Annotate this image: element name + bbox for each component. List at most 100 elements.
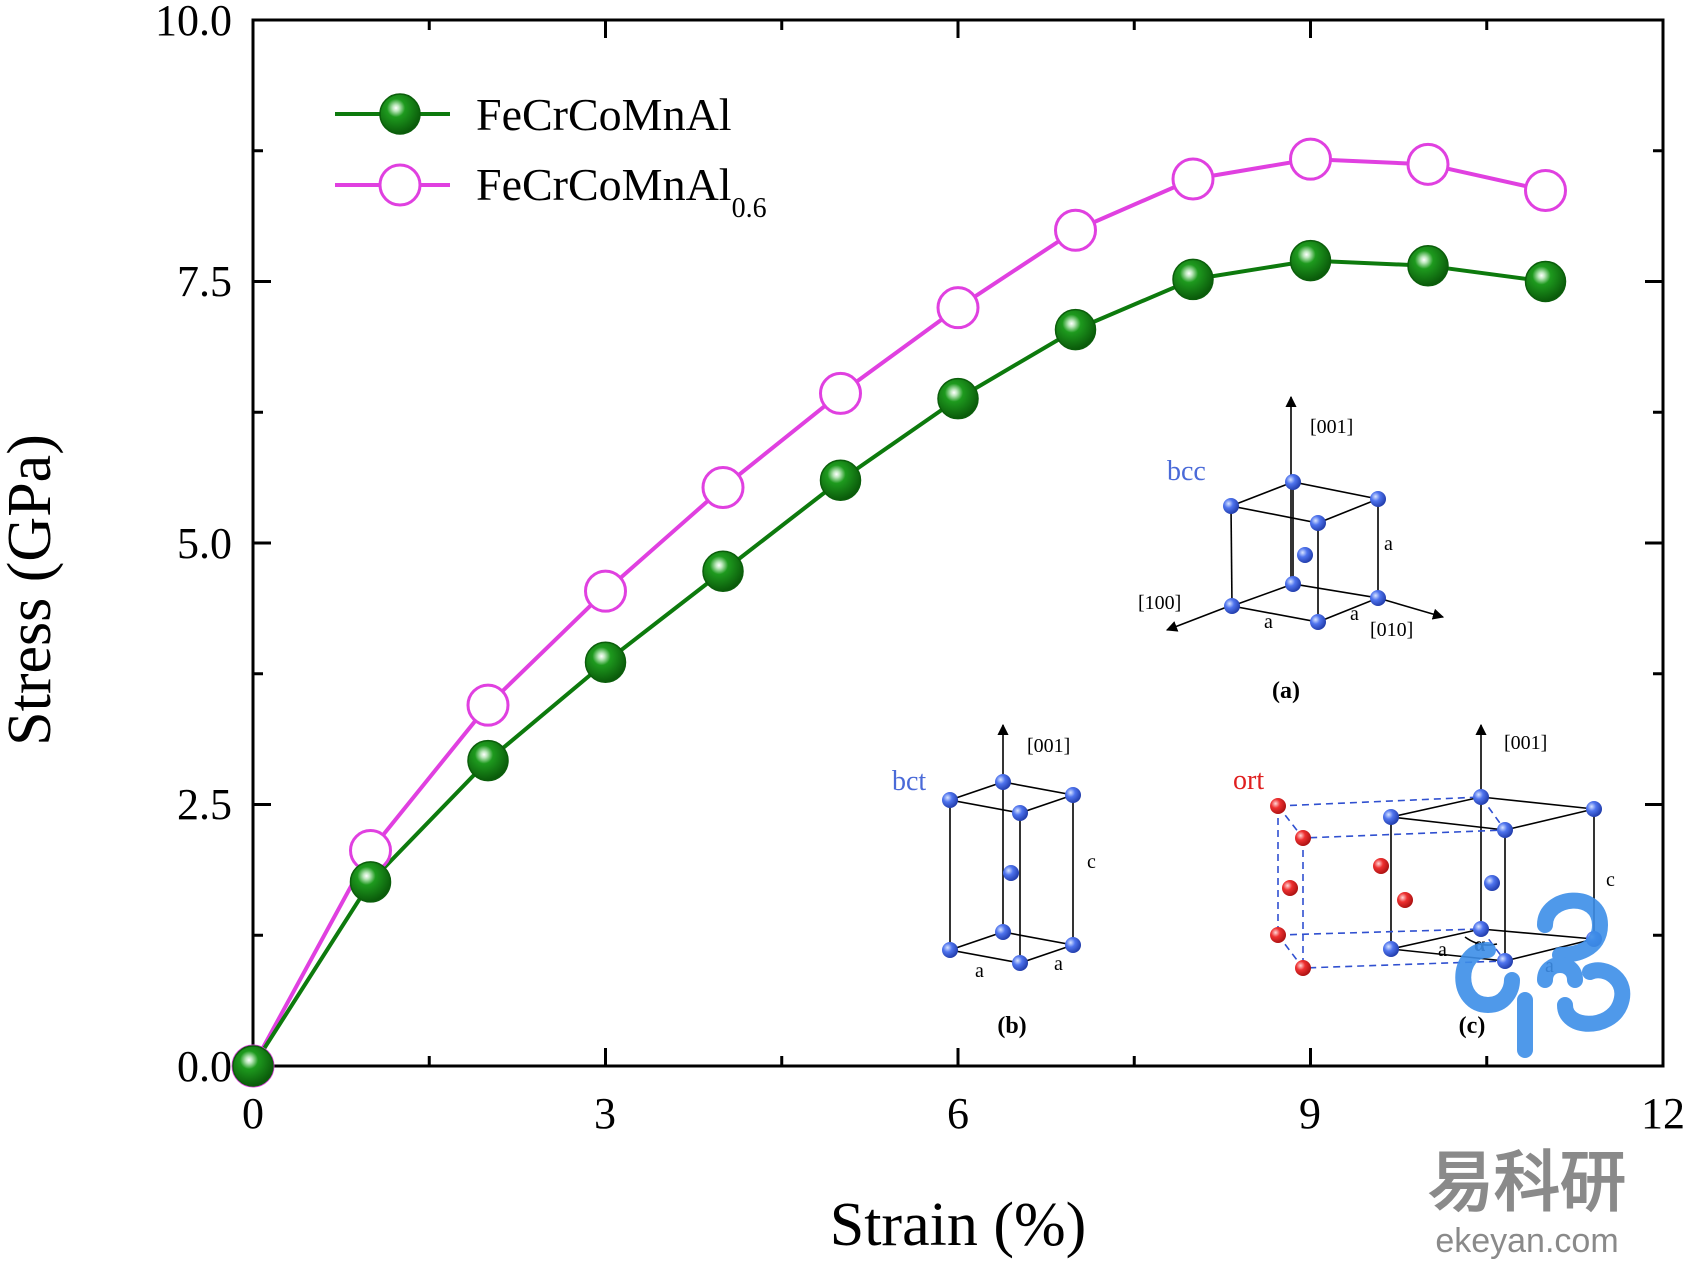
data-point-s1-8 <box>1171 157 1215 201</box>
data-point-s0-2 <box>467 739 509 782</box>
bcc-atom <box>1370 491 1386 507</box>
data-point-s0-3 <box>584 641 627 683</box>
x-tick-label-1: 3 <box>594 1089 616 1138</box>
data-point-s0-0 <box>232 1045 274 1087</box>
x-tick-label-3: 9 <box>1299 1089 1321 1138</box>
bcc-atom-center <box>1297 547 1313 563</box>
y-tick-label-3: 7.5 <box>177 257 232 306</box>
bct-edge-a-label: a <box>1054 953 1063 975</box>
x-tick-label-2: 6 <box>947 1089 969 1138</box>
bcc-axis-x <box>1165 604 1233 632</box>
data-point-s1-10 <box>1406 142 1450 186</box>
bcc-cell-top <box>1228 481 1381 524</box>
data-point-s0-9 <box>1289 239 1332 282</box>
ort-atom-red <box>1397 892 1413 908</box>
bcc-atom <box>1370 590 1386 606</box>
bcc-edge-a-label: a <box>1384 533 1393 555</box>
bct-atom <box>1065 937 1081 953</box>
data-point-s1-4 <box>701 466 745 510</box>
ort-axis-z-label: [001] <box>1504 732 1547 754</box>
data-point-s1-6 <box>936 286 980 330</box>
ort-atom-blue <box>1497 953 1513 969</box>
data-point-s0-6 <box>937 377 979 420</box>
x-tick-label-0: 0 <box>242 1089 264 1138</box>
y-tick-label-2: 5.0 <box>177 519 232 568</box>
ort-atom-blue <box>1383 809 1399 825</box>
y-tick-label-4: 10.0 <box>155 0 232 45</box>
bcc-atoms <box>1223 474 1386 630</box>
bct-caption: (b) <box>997 1013 1026 1039</box>
bct-atom <box>942 942 958 958</box>
bcc-axis-y <box>1377 597 1445 620</box>
data-point-s0-4 <box>702 550 744 592</box>
legend-label-1-main: FeCrCoMnAl <box>476 159 732 210</box>
ort-atom-red <box>1295 960 1311 976</box>
data-point-s0-1 <box>349 861 392 903</box>
ort-atom-blue <box>1484 875 1500 891</box>
x-axis-label: Strain (%) <box>830 1191 1087 1259</box>
y-tick-label-0: 0.0 <box>177 1042 232 1091</box>
data-point-s0-5 <box>819 459 862 501</box>
bcc-edge-a-label: a <box>1264 611 1273 633</box>
watermark-brand-cn: 易科研 <box>1428 1145 1626 1219</box>
watermark-url: ekeyan.com <box>1435 1222 1618 1260</box>
plot-frame <box>251 18 1665 1068</box>
data-point-s0-10 <box>1407 245 1449 287</box>
bcc-atom <box>1310 614 1326 630</box>
data-point-s0-11 <box>1524 260 1567 303</box>
legend-entry-1: FeCrCoMnAl0.6 <box>335 159 767 224</box>
bcc-axis-y-label: [010] <box>1370 619 1413 641</box>
legend-label-0: FeCrCoMnAl <box>476 89 732 140</box>
ort-edge-a-label: a <box>1438 939 1447 961</box>
bcc-axis-x-label: [100] <box>1138 592 1181 614</box>
bcc-atom <box>1224 598 1240 614</box>
ort-atom-blue <box>1473 921 1489 937</box>
ort-atom-blue <box>1497 822 1513 838</box>
legend-marker-0 <box>379 93 421 135</box>
bcc-atom <box>1285 474 1301 490</box>
data-point-s0-8 <box>1172 258 1214 301</box>
legend-label-1-sub: 0.6 <box>732 193 767 224</box>
bct-axis-z-label: [001] <box>1027 735 1070 757</box>
ort-phase-label: ort <box>1233 765 1264 796</box>
legend-entry-0: FeCrCoMnAl <box>335 89 732 140</box>
bct-atoms <box>942 774 1081 971</box>
data-point-s1-11 <box>1524 168 1567 212</box>
inset-bct <box>946 723 1077 964</box>
bct-atom <box>1065 787 1081 803</box>
bcc-phase-label: bcc <box>1167 456 1206 487</box>
legend-label-0-main: FeCrCoMnAl <box>476 89 732 140</box>
inset-bcc <box>1165 395 1445 632</box>
bct-edge-c-label: c <box>1087 851 1096 873</box>
data-point-s0-7 <box>1054 308 1097 351</box>
bct-atom-center <box>1003 865 1019 881</box>
bct-atom <box>1012 955 1028 971</box>
bcc-atom <box>1285 576 1301 592</box>
ort-atom-red <box>1295 830 1311 846</box>
bct-atom <box>942 792 958 808</box>
bct-edge-a-label: a <box>975 960 984 982</box>
legend-marker-1 <box>378 163 422 207</box>
data-point-s1-7 <box>1054 208 1097 252</box>
ort-atom-red <box>1282 880 1298 896</box>
bcc-axis-z-label: [001] <box>1310 416 1353 438</box>
ort-atom-red <box>1270 798 1286 814</box>
y-tick-label-1: 2.5 <box>177 780 232 829</box>
ort-atom-blue <box>1383 941 1399 957</box>
x-tick-label-4: 12 <box>1641 1089 1685 1138</box>
legend: FeCrCoMnAl FeCrCoMnAl0.6 <box>335 89 767 224</box>
ort-atom-blue <box>1473 789 1489 805</box>
data-point-s1-9 <box>1289 137 1332 181</box>
ort-atom-red <box>1373 858 1389 874</box>
bct-atom <box>1012 805 1028 821</box>
bct-atom <box>995 774 1011 790</box>
ort-caption: (c) <box>1459 1013 1486 1039</box>
bcc-atom <box>1223 498 1239 514</box>
bcc-atom <box>1310 515 1326 531</box>
bct-cell-top <box>946 781 1077 814</box>
data-point-s1-3 <box>584 569 627 613</box>
bcc-cell-edge <box>1230 505 1233 607</box>
data-point-s1-2 <box>466 683 510 727</box>
bcc-edge-a-label: a <box>1350 603 1359 625</box>
